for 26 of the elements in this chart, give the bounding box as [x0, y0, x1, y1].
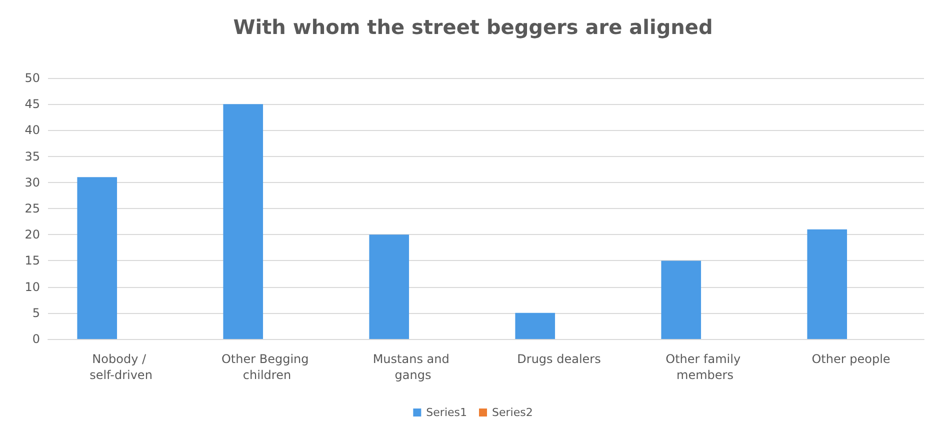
bar [515, 312, 556, 339]
y-tick-label: 15 [24, 254, 40, 268]
y-tick-label: 40 [24, 123, 40, 138]
y-tick-label: 25 [24, 202, 40, 216]
y-tick-label: 10 [24, 280, 40, 294]
legend-label: Series1 [426, 406, 467, 419]
y-tick-label: 20 [24, 228, 40, 242]
bar [223, 104, 264, 339]
bar [369, 234, 410, 339]
y-tick-label: 45 [24, 97, 40, 112]
chart-title: With whom the street beggers are aligned [233, 15, 713, 39]
x-tick-label: Mustans and gangs [372, 352, 454, 382]
x-tick-label: Nobody / self-driven [90, 352, 152, 382]
x-tick-label: Other people [812, 352, 890, 366]
y-tick-label: 50 [24, 71, 40, 85]
legend-label: Series2 [492, 406, 533, 419]
x-tick-label: Other family members [666, 352, 744, 382]
y-tick-label: 0 [32, 332, 40, 346]
x-tick-label: Other Begging children [221, 352, 313, 382]
y-tick-label: 5 [32, 306, 40, 320]
y-tick-label: 30 [24, 175, 40, 190]
bar [77, 177, 118, 339]
y-tick-label: 35 [24, 149, 40, 164]
bar [661, 260, 702, 339]
bar [807, 229, 848, 339]
x-tick-label: Drugs dealers [517, 352, 601, 366]
